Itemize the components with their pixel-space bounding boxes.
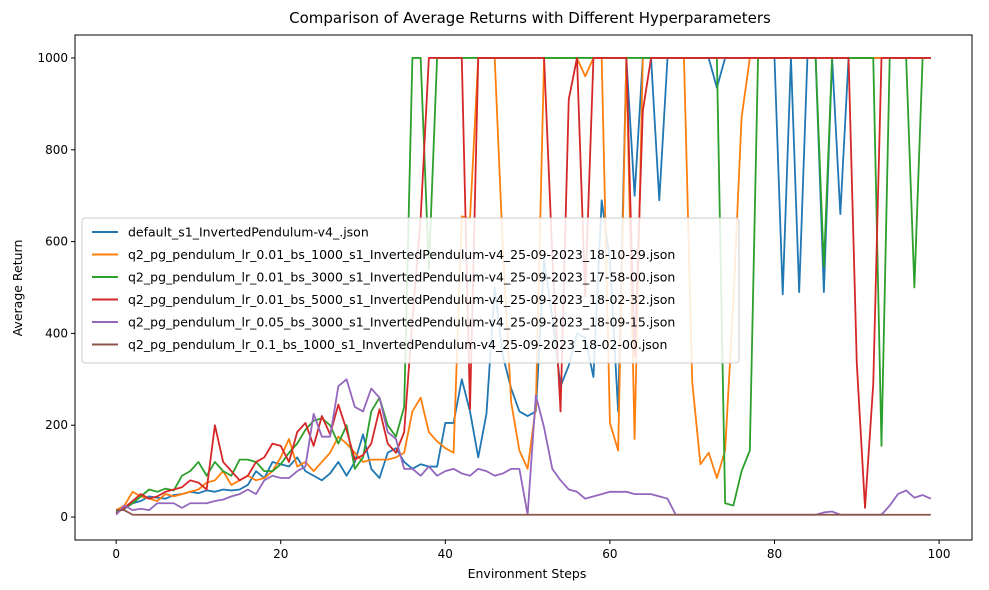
legend-entry: q2_pg_pendulum_lr_0.01_bs_5000_s1_Invert… — [128, 292, 675, 307]
y-tick-label: 1000 — [37, 51, 68, 65]
y-tick-label: 800 — [45, 143, 68, 157]
x-tick-label: 80 — [767, 547, 782, 561]
y-tick-label: 600 — [45, 235, 68, 249]
plot-frame — [74, 34, 973, 541]
x-tick-label: 20 — [273, 547, 288, 561]
series-lines — [115, 57, 932, 516]
y-axis: 0 200 400 600 800 1000 — [37, 51, 75, 524]
series-line-4 — [115, 57, 931, 515]
x-tick-label: 100 — [928, 547, 951, 561]
series-line-6 — [116, 509, 931, 516]
legend-entry: default_s1_InvertedPendulum-v4_.json — [128, 225, 369, 240]
y-tick-label: 400 — [45, 326, 68, 340]
legend: default_s1_InvertedPendulum-v4_.json q2_p… — [81, 217, 740, 364]
x-tick-label: 40 — [438, 547, 453, 561]
y-tick-label: 200 — [45, 418, 68, 432]
legend-entry: q2_pg_pendulum_lr_0.05_bs_3000_s1_Invert… — [128, 315, 675, 330]
legend-box — [81, 217, 740, 364]
y-tick-label: 0 — [60, 510, 68, 524]
x-axis-label: Environment Steps — [468, 566, 587, 581]
legend-entry: q2_pg_pendulum_lr_0.01_bs_3000_s1_Invert… — [128, 270, 675, 285]
x-axis: 0 20 40 60 80 100 — [112, 540, 951, 561]
y-axis-label: Average Return — [10, 240, 25, 337]
chart-title: Comparison of Average Returns with Diffe… — [289, 9, 771, 27]
x-tick-label: 60 — [602, 547, 617, 561]
x-tick-label: 0 — [112, 547, 120, 561]
legend-entry: q2_pg_pendulum_lr_0.01_bs_1000_s1_Invert… — [128, 247, 675, 262]
legend-entry: q2_pg_pendulum_lr_0.1_bs_1000_s1_Inverte… — [128, 337, 667, 352]
